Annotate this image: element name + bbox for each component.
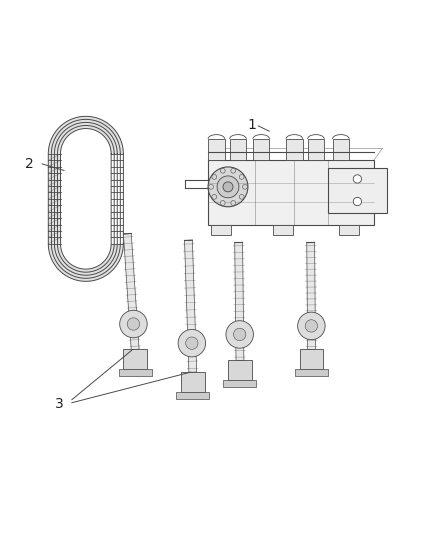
Text: 3: 3 xyxy=(55,397,64,411)
Circle shape xyxy=(305,320,318,332)
Circle shape xyxy=(231,200,236,205)
Circle shape xyxy=(297,312,325,340)
Circle shape xyxy=(220,200,225,205)
Circle shape xyxy=(178,329,205,357)
PathPatch shape xyxy=(48,116,124,281)
Circle shape xyxy=(217,176,239,198)
Bar xyxy=(230,139,246,160)
Bar xyxy=(273,225,293,235)
Bar xyxy=(124,350,147,369)
Bar xyxy=(286,139,303,160)
Text: 1: 1 xyxy=(247,118,256,132)
Bar xyxy=(177,392,209,399)
Bar xyxy=(328,168,387,213)
Circle shape xyxy=(220,168,225,173)
Text: 2: 2 xyxy=(25,157,33,171)
Circle shape xyxy=(212,195,217,199)
Bar xyxy=(332,139,349,160)
Bar xyxy=(181,372,205,392)
Bar xyxy=(253,139,269,160)
Bar xyxy=(228,360,252,380)
Bar xyxy=(223,380,257,387)
Bar xyxy=(212,225,231,235)
Circle shape xyxy=(239,174,244,179)
FancyBboxPatch shape xyxy=(208,160,374,225)
Circle shape xyxy=(223,182,233,192)
Polygon shape xyxy=(184,240,197,372)
Circle shape xyxy=(208,184,213,189)
Circle shape xyxy=(353,175,361,183)
Circle shape xyxy=(243,184,247,189)
Bar xyxy=(307,139,324,160)
Circle shape xyxy=(233,328,246,341)
Circle shape xyxy=(208,167,248,207)
Circle shape xyxy=(127,318,140,330)
Circle shape xyxy=(226,321,254,348)
Polygon shape xyxy=(235,243,244,360)
Polygon shape xyxy=(124,233,139,350)
Bar xyxy=(295,369,328,376)
Bar xyxy=(119,369,152,376)
Polygon shape xyxy=(307,243,315,350)
Circle shape xyxy=(186,337,198,349)
Circle shape xyxy=(120,310,147,338)
Bar xyxy=(208,139,225,160)
Bar xyxy=(339,225,359,235)
Circle shape xyxy=(353,197,361,206)
Circle shape xyxy=(231,168,236,173)
Circle shape xyxy=(212,174,217,179)
Circle shape xyxy=(239,195,244,199)
Bar xyxy=(300,350,323,369)
